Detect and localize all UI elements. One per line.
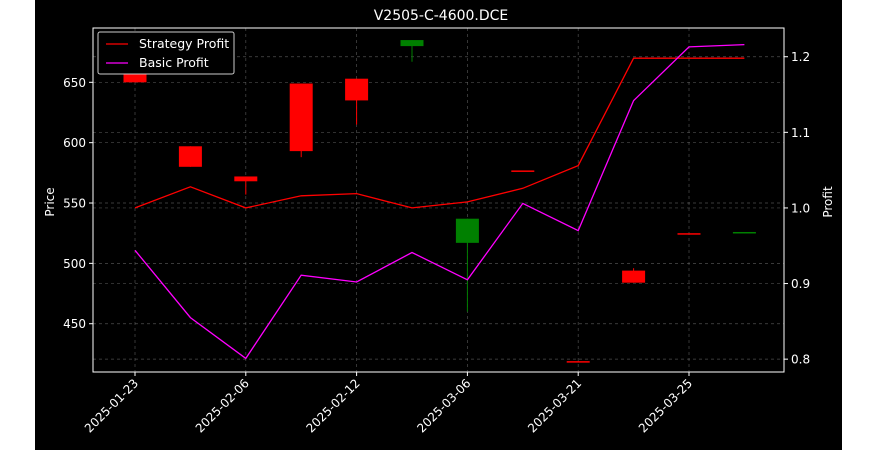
y-axis-label: Price (43, 187, 57, 216)
legend-label-basic: Basic Profit (139, 55, 209, 70)
chart-svg: 450 500 550 600 650 0.8 0.9 1.0 1.1 1.2 2025-01-23… (43, 8, 835, 435)
candles (123, 40, 756, 363)
y2-tick-label: 0.9 (791, 277, 810, 291)
candle-body (566, 361, 590, 363)
chart-figure: 450 500 550 600 650 0.8 0.9 1.0 1.1 1.2 2025-01-23… (35, 0, 842, 450)
y-tick-label: 550 (63, 197, 86, 211)
candle-body (622, 270, 646, 283)
candle-body (677, 233, 701, 235)
axes: 450 500 550 600 650 0.8 0.9 1.0 1.1 1.2 2025-01-23… (63, 27, 810, 435)
x-tick-label: 2025-03-21 (525, 376, 584, 435)
candle-body (400, 40, 424, 47)
chart-title: V2505-C-4600.DCE (374, 8, 509, 24)
basic-profit-line (134, 43, 745, 360)
candle-body (178, 146, 202, 167)
y2-tick-label: 1.2 (791, 50, 810, 64)
y-tick-label: 500 (63, 257, 86, 271)
strategy-profit-line (134, 57, 745, 209)
x-tick-label: 2025-01-23 (82, 376, 141, 435)
x-tick-label: 2025-03-25 (636, 376, 695, 435)
candle-body (455, 218, 479, 243)
candle-body (123, 72, 147, 83)
x-tick-label: 2025-02-12 (304, 376, 363, 435)
y2-tick-label: 1.0 (791, 201, 810, 215)
candle-body (732, 231, 756, 234)
candle-body (289, 83, 313, 152)
y-tick-label: 650 (63, 76, 86, 90)
y2-tick-label: 1.1 (791, 126, 810, 140)
y2-tick-label: 0.8 (791, 353, 810, 367)
legend-label-strategy: Strategy Profit (139, 36, 229, 51)
legend: Strategy Profit Basic Profit (97, 31, 235, 75)
y2-axis-label: Profit (821, 186, 835, 218)
y-tick-label: 600 (63, 136, 86, 150)
candle-body (345, 78, 369, 101)
x-tick-label: 2025-03-06 (414, 376, 473, 435)
legend-box (97, 31, 235, 75)
profit-lines (134, 43, 745, 360)
y-tick-label: 450 (63, 317, 86, 331)
grid (93, 28, 784, 372)
candle-body (511, 170, 535, 172)
candle-body (234, 176, 258, 182)
plot-frame (92, 27, 785, 373)
x-tick-label: 2025-02-06 (193, 376, 252, 435)
